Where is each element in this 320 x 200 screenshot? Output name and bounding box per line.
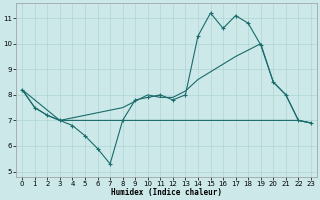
- X-axis label: Humidex (Indice chaleur): Humidex (Indice chaleur): [111, 188, 222, 197]
